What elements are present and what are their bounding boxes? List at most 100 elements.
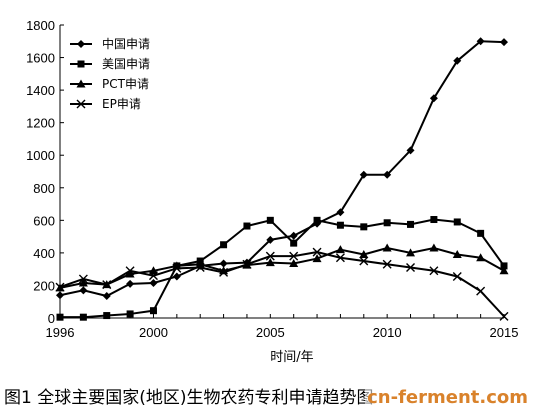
figure-caption: 图1 全球主要国家(地区)生物农药专利申请趋势图 bbox=[4, 388, 374, 408]
data-point bbox=[126, 279, 135, 288]
x-marker-stroke bbox=[476, 286, 486, 296]
legend-marker bbox=[77, 60, 85, 68]
data-point bbox=[359, 250, 369, 259]
x-marker-stroke bbox=[78, 274, 88, 284]
data-point bbox=[406, 146, 415, 155]
x-marker-stroke bbox=[312, 247, 322, 257]
data-point bbox=[429, 94, 438, 103]
x-marker-stroke bbox=[452, 271, 462, 281]
series-line bbox=[60, 218, 505, 319]
x-marker-stroke bbox=[499, 311, 509, 321]
data-point bbox=[242, 259, 252, 269]
data-point bbox=[266, 216, 274, 224]
data-point bbox=[102, 280, 112, 290]
data-point bbox=[336, 208, 345, 217]
x-marker-stroke bbox=[242, 259, 252, 269]
x-marker-stroke bbox=[55, 282, 65, 292]
data-point bbox=[453, 56, 462, 65]
legend-label: 美国申请 bbox=[102, 57, 150, 71]
data-point bbox=[476, 37, 485, 46]
legend-label: PCT申请 bbox=[102, 77, 149, 91]
data-point bbox=[476, 253, 486, 262]
y-tick-label: 800 bbox=[33, 181, 55, 196]
data-point bbox=[359, 170, 368, 179]
data-point bbox=[500, 262, 508, 270]
x-tick-label: 2010 bbox=[373, 325, 402, 340]
y-tick-label: 600 bbox=[33, 213, 55, 228]
data-point bbox=[172, 263, 182, 273]
y-tick-label: 200 bbox=[33, 278, 55, 293]
x-marker-stroke bbox=[265, 251, 275, 261]
legend-marker bbox=[77, 40, 85, 48]
data-point bbox=[312, 247, 322, 257]
data-point bbox=[78, 278, 88, 287]
x-tick-label: 1996 bbox=[46, 325, 75, 340]
data-point bbox=[430, 216, 438, 224]
data-point bbox=[126, 310, 134, 318]
data-point bbox=[452, 250, 462, 259]
x-marker-stroke bbox=[359, 256, 369, 266]
data-point bbox=[313, 216, 321, 224]
legend-marker bbox=[76, 79, 86, 88]
x-axis-label: 时间/年 bbox=[270, 350, 313, 365]
data-point bbox=[335, 245, 345, 254]
data-point bbox=[56, 291, 64, 300]
x-marker-stroke bbox=[289, 251, 299, 261]
x-tick-label: 2015 bbox=[490, 325, 519, 340]
data-point bbox=[243, 222, 251, 230]
data-point bbox=[290, 239, 298, 247]
data-point bbox=[382, 243, 392, 252]
data-point bbox=[148, 271, 158, 281]
data-point bbox=[55, 282, 65, 292]
line-chart: 0 200 400 600 800 1000 1200 1400 1600 1800 1996 20… bbox=[26, 18, 519, 365]
x-marker-stroke bbox=[195, 263, 205, 273]
y-tick-label: 1000 bbox=[26, 148, 55, 163]
data-point bbox=[172, 272, 181, 281]
y-tick-label: 1600 bbox=[26, 51, 55, 66]
data-point bbox=[499, 266, 509, 275]
y-tick-label: 1800 bbox=[26, 18, 55, 33]
data-point bbox=[429, 243, 439, 252]
data-point bbox=[265, 251, 275, 261]
data-point bbox=[148, 266, 158, 275]
data-point bbox=[103, 312, 111, 320]
data-point bbox=[500, 38, 508, 47]
data-point bbox=[79, 286, 88, 295]
data-point bbox=[335, 253, 345, 263]
x-marker-stroke bbox=[335, 253, 345, 263]
data-point bbox=[499, 311, 509, 321]
series-layer bbox=[55, 37, 509, 321]
data-point bbox=[79, 313, 87, 321]
legend-label: EP申请 bbox=[102, 97, 141, 111]
y-tick-label: 1400 bbox=[26, 83, 55, 98]
data-point bbox=[125, 269, 135, 278]
data-point bbox=[312, 254, 322, 263]
data-point bbox=[125, 266, 135, 276]
data-point bbox=[289, 231, 298, 240]
data-point bbox=[477, 229, 485, 237]
series-2 bbox=[56, 216, 508, 321]
series-line bbox=[59, 246, 505, 289]
x-marker-stroke bbox=[382, 259, 392, 269]
x-marker-stroke bbox=[148, 271, 158, 281]
series-4 bbox=[55, 247, 509, 321]
x-marker-stroke bbox=[406, 263, 416, 273]
data-point bbox=[149, 307, 157, 315]
data-point bbox=[289, 251, 299, 261]
data-point bbox=[476, 286, 486, 296]
data-point bbox=[289, 258, 299, 267]
data-point bbox=[407, 220, 415, 228]
series-3 bbox=[55, 243, 509, 292]
data-point bbox=[219, 267, 229, 277]
data-point bbox=[453, 218, 461, 226]
x-marker-stroke bbox=[76, 99, 86, 109]
series-line bbox=[59, 40, 505, 298]
data-point bbox=[149, 279, 158, 288]
data-point bbox=[359, 256, 369, 266]
data-point bbox=[56, 313, 64, 321]
legend-entry: PCT申请 bbox=[70, 77, 149, 91]
data-point bbox=[78, 274, 88, 284]
legend-marker bbox=[76, 99, 86, 109]
data-point bbox=[220, 241, 228, 249]
